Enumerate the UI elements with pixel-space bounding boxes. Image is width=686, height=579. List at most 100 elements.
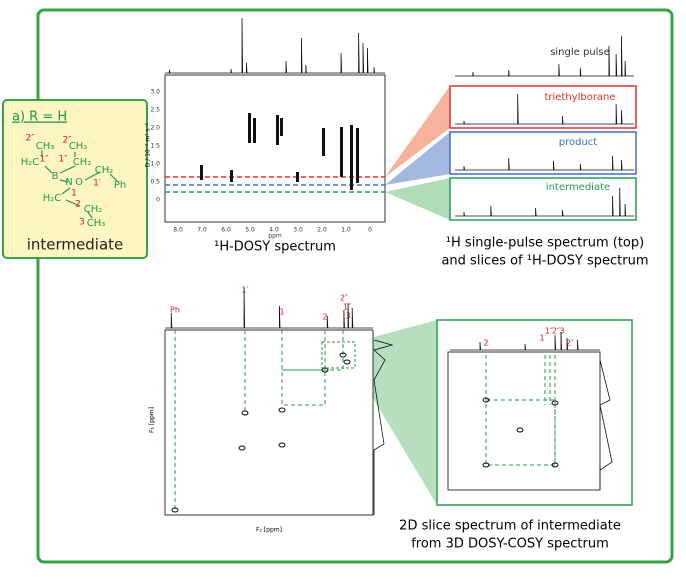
peak-label: 2″: [340, 294, 348, 303]
zoom-region: [321, 341, 356, 369]
group: CH₃: [69, 141, 88, 152]
x-tick-label: 4.0: [269, 227, 279, 234]
cross-peak: [230, 170, 233, 182]
cross-peak: [516, 427, 524, 433]
group: Ph: [114, 180, 126, 191]
group: B: [52, 171, 59, 182]
locant: 2″: [25, 134, 35, 144]
cross-peak: [278, 442, 286, 448]
slice-spectrum: [455, 187, 634, 217]
peak-label: 1′: [540, 334, 547, 343]
y-tick-label: 0: [156, 197, 160, 204]
cross-peak: [253, 118, 256, 143]
group: CH₂: [84, 204, 103, 215]
y-tick-label: 1.5: [150, 143, 160, 150]
group: CH₂: [95, 165, 114, 176]
slice-box: [449, 131, 637, 175]
x-tick-label: 2.0: [317, 227, 327, 234]
projection: [165, 287, 373, 329]
group: CH₃: [87, 218, 106, 229]
x-tick-label: 0: [368, 227, 372, 234]
cross-peak: [321, 367, 329, 373]
projection: [373, 339, 394, 515]
caption: from 3D DOSY-COSY spectrum: [411, 537, 609, 552]
caption: 2D slice spectrum of intermediate: [399, 519, 621, 534]
x-unit: ppm: [268, 233, 282, 240]
y-tick-label: 1.0: [150, 161, 160, 168]
cross-peak: [343, 359, 351, 365]
locant: 1′: [93, 179, 101, 189]
x-tick-label: 7.0: [197, 227, 207, 234]
caption: and slices of ¹H-DOSY spectrum: [441, 254, 648, 269]
x-tick-label: 3.0: [293, 227, 303, 234]
peak-label: 1″: [343, 303, 351, 312]
cosy-frame: [164, 329, 374, 516]
cross-peak: [339, 352, 347, 358]
cross-peak: [322, 128, 325, 156]
peak-label: 2″: [566, 339, 574, 348]
slice-name: triethylborane: [544, 92, 615, 103]
cross-peak: [350, 125, 353, 190]
group: CH₃: [36, 141, 55, 152]
locant: 1″: [39, 155, 49, 165]
correlation-line: [485, 355, 556, 466]
slice-name: product: [559, 137, 598, 148]
locant: 3: [79, 218, 85, 228]
structure-box: [2, 99, 148, 259]
x-tick-label: 1.0: [341, 227, 351, 234]
cross-peak: [356, 128, 359, 183]
correlation-line: [281, 330, 326, 406]
locant: 2: [75, 200, 81, 210]
y-tick-label: 2.0: [150, 125, 160, 132]
group: H₂C: [43, 193, 62, 204]
slice-spectrum: [455, 155, 634, 171]
x-tick-label: 8.0: [173, 227, 183, 234]
locant: 1: [71, 189, 77, 199]
y-tick-label: 0.5: [150, 179, 160, 186]
cross-peak: [296, 172, 299, 182]
caption: ¹H-DOSY spectrum: [214, 240, 336, 255]
slice-box: [449, 85, 637, 129]
slice-box: [449, 177, 637, 221]
cross-peak: [238, 445, 246, 451]
peak-label: 1′: [242, 286, 249, 295]
slice-spectrum: [455, 93, 634, 125]
peak-label: 2: [483, 339, 488, 348]
x-tick-label: 6.0: [221, 227, 231, 234]
peak-label: 1: [279, 308, 284, 317]
correlation-line: [282, 330, 344, 371]
y-axis-label: F₁ [ppm]: [149, 407, 156, 433]
peak-label: 2: [322, 313, 327, 322]
y-tick-label: 2.5: [150, 107, 160, 114]
slice-name: single pulse: [550, 47, 610, 58]
x-axis-label: F₂ [ppm]: [256, 527, 282, 534]
peak-label: 2″: [552, 327, 560, 336]
inset-frame: [447, 351, 601, 491]
peak-label: 3: [559, 327, 564, 336]
cross-peak: [551, 462, 559, 468]
slice-name: intermediate: [546, 182, 610, 193]
outer-frame: [36, 8, 674, 564]
projection: [599, 359, 613, 490]
cross-peak: [248, 113, 251, 143]
wedge-green: [385, 178, 450, 220]
peak-label: 1″: [545, 327, 553, 336]
peak-label: Ph: [170, 306, 180, 315]
panel-label: a) R = H: [12, 110, 67, 125]
projection: [450, 331, 600, 351]
molecule-name: intermediate: [27, 236, 124, 254]
locant: 1″: [58, 155, 68, 165]
cross-peak: [241, 410, 249, 416]
cross-peak: [171, 507, 179, 513]
slice-spectrum: [455, 35, 634, 77]
projection: [165, 17, 385, 74]
group: H₂C: [21, 157, 40, 168]
group: N: [65, 177, 72, 188]
y-axis-label: D / 10⁻⁹ m² s⁻¹: [145, 122, 152, 167]
wedge-blue: [385, 132, 450, 185]
cross-peak: [482, 397, 490, 403]
cross-peak: [200, 165, 203, 180]
caption: ¹H single-pulse spectrum (top): [446, 236, 644, 251]
locant: 2″: [62, 136, 72, 146]
